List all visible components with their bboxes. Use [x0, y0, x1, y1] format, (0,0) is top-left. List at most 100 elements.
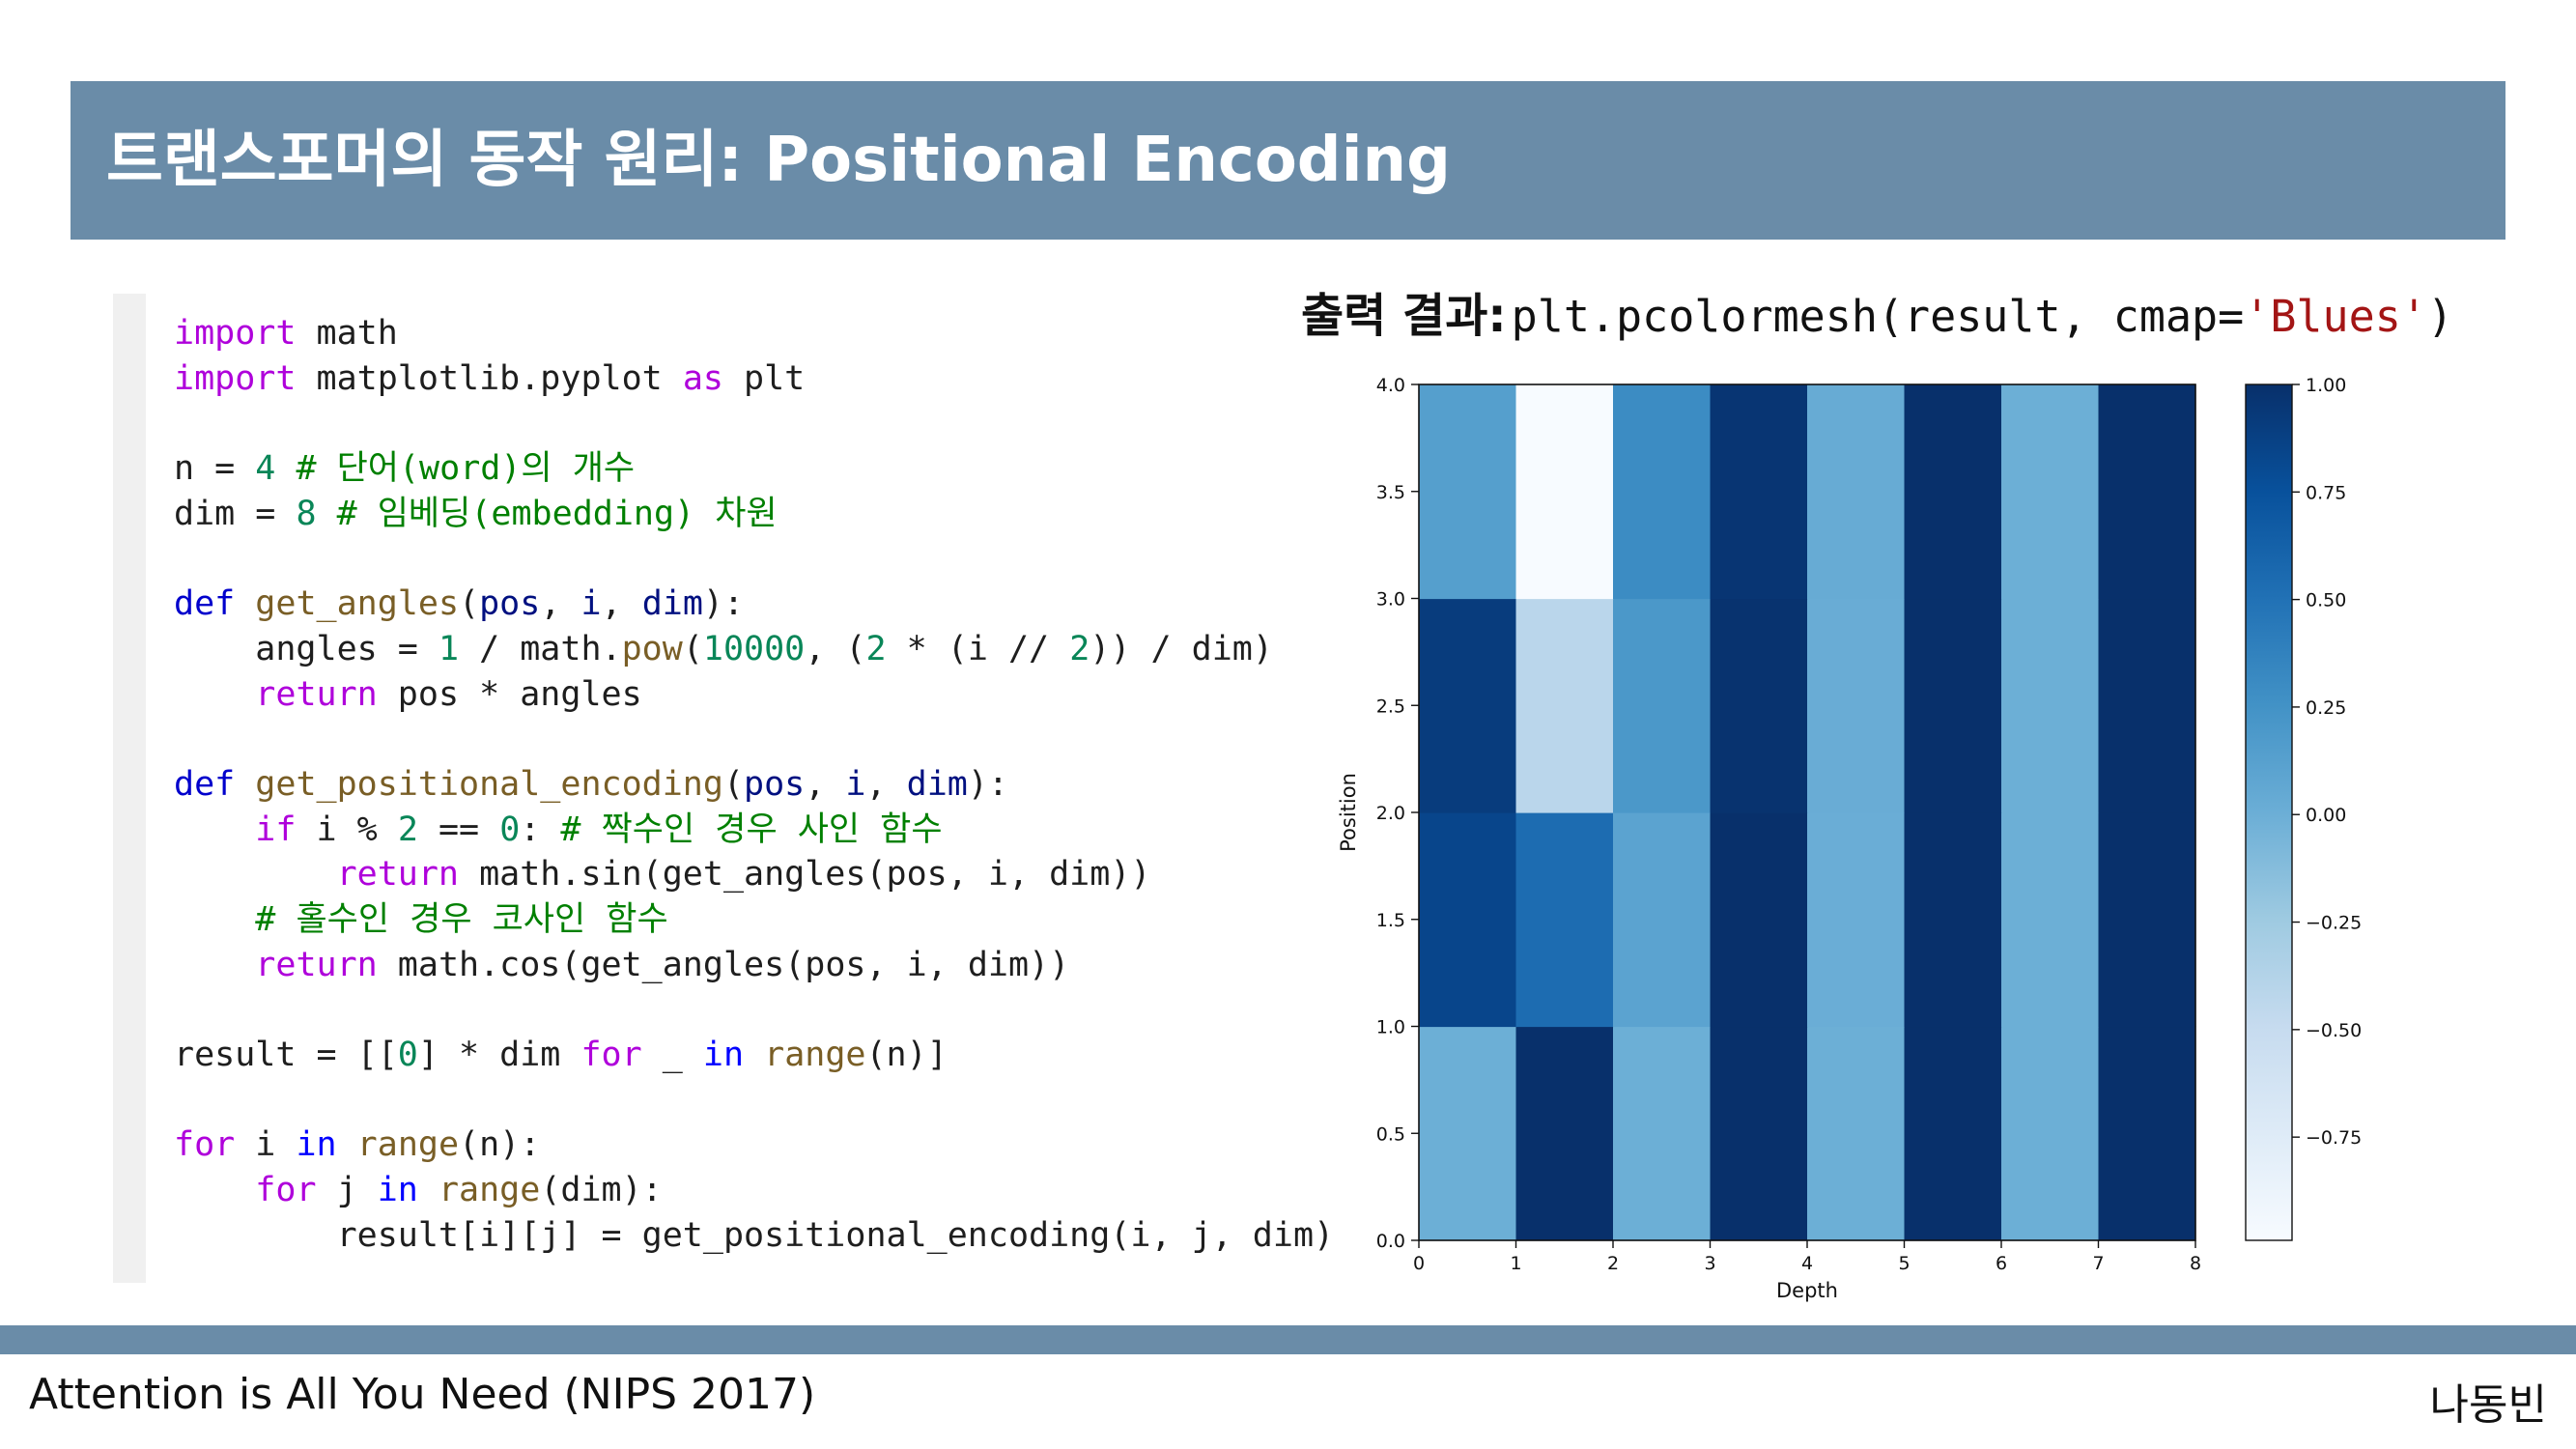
y-tick-label: 0.0: [1376, 1231, 1405, 1252]
x-tick-label: 1: [1510, 1253, 1521, 1274]
heatmap-cell: [2001, 598, 2100, 813]
y-tick-label: 3.5: [1376, 482, 1405, 503]
code-line: if i % 2 == 0: # 짝수인 경우 사인 함수: [174, 808, 1334, 853]
code-token: ==: [417, 810, 500, 849]
slide-title: 트랜스포머의 동작 원리: Positional Encoding: [106, 125, 1451, 196]
code-token-fn: get_angles: [255, 584, 460, 624]
code-token: :: [520, 810, 561, 849]
code-token: result = [[: [174, 1036, 398, 1074]
code-block-accent-bar: [113, 294, 146, 1283]
code-token-op: in: [702, 1036, 745, 1074]
code-token: ] * dim: [417, 1036, 581, 1074]
code-token-cmt: # 홀수인 경우 코사인 함수: [255, 899, 668, 939]
heatmap-cell: [1419, 384, 1517, 600]
code-token: ,: [805, 764, 846, 804]
heatmap-cell: [2098, 812, 2196, 1028]
heatmap-cell: [2001, 1026, 2100, 1241]
code-token-param: i: [580, 584, 602, 624]
heatmap-cell: [1807, 1026, 1906, 1241]
code-token-fn: range: [764, 1036, 866, 1074]
code-token: math: [296, 314, 398, 353]
heatmap-cell: [1419, 1026, 1517, 1241]
code-line: import math: [174, 311, 1334, 356]
code-token: math.cos(get_angles(pos, i, dim)): [377, 945, 1070, 984]
heatmap-cell: [2098, 1026, 2196, 1241]
code-token: [744, 1036, 764, 1074]
colorbar-tick-label: 0.50: [2306, 590, 2346, 611]
code-line: def get_angles(pos, i, dim):: [174, 582, 1334, 627]
footer-citation: Attention is All You Need (NIPS 2017): [29, 1370, 816, 1419]
x-tick-label: 6: [1996, 1253, 2007, 1274]
heatmap-cell: [1515, 1026, 1614, 1241]
code-token-num: 0: [499, 810, 521, 849]
code-token: i %: [296, 810, 398, 849]
code-token: angles =: [174, 629, 439, 668]
colorbar-tick-label: 0.00: [2306, 805, 2346, 826]
code-token: n =: [174, 449, 256, 489]
code-token: (dim):: [540, 1171, 663, 1210]
code-token-fn: range: [438, 1171, 541, 1210]
heatmap-cell: [2098, 384, 2196, 600]
code-line: import matplotlib.pyplot as plt: [174, 356, 1334, 402]
code-token-cmt: # 임베딩(embedding) 차원: [316, 494, 778, 533]
heatmap-chart: 0 1 2 3 4 5 6 7 8 0.0 0.5 1.0 1.5 2.0 2.5 3.0 3.5 4.0 Dept…: [1337, 375, 2362, 1302]
code-token: (: [682, 629, 703, 668]
code-token: (: [459, 584, 480, 624]
code-token: math.sin(get_angles(pos, i, dim)): [459, 855, 1151, 895]
y-tick-label: 4.0: [1376, 375, 1405, 396]
code-line: def get_positional_encoding(pos, i, dim)…: [174, 762, 1334, 808]
code-line: [174, 717, 1334, 762]
colorbar-tick-label: −0.25: [2306, 913, 2362, 934]
footer-bar: [0, 1325, 2576, 1354]
x-tick-label: 3: [1704, 1253, 1715, 1274]
output-heading-label: 출력 결과:: [1301, 289, 1507, 343]
code-line: return math.sin(get_angles(pos, i, dim)): [174, 852, 1334, 897]
x-tick-label: 5: [1898, 1253, 1910, 1274]
heatmap-cell: [1904, 812, 2002, 1028]
code-token: [174, 855, 337, 894]
y-axis-title: Position: [1337, 773, 1360, 852]
code-token-cmt: # 단어(word)의 개수: [275, 449, 636, 489]
x-axis-title: Depth: [1776, 1279, 1838, 1302]
code-token: [174, 810, 255, 849]
output-heading-cmap-string: 'Blues': [2244, 291, 2427, 342]
code-token-num: 2: [397, 810, 418, 849]
code-token: j: [316, 1171, 378, 1210]
code-token: result[i][j] = get_positional_encoding(i…: [174, 1215, 1335, 1255]
code-token: ):: [702, 584, 745, 624]
colorbar: [2245, 384, 2293, 1241]
heatmap-cell: [1904, 598, 2002, 813]
output-heading: 출력 결과: plt.pcolormesh(result, cmap='Blue…: [1301, 282, 2453, 350]
code-line: for j in range(dim):: [174, 1168, 1334, 1213]
heatmap-cell: [1807, 384, 1906, 600]
code-line: # 홀수인 경우 코사인 함수: [174, 897, 1334, 943]
code-token: [235, 584, 255, 623]
code-token: [174, 675, 255, 714]
title-bar: 트랜스포머의 동작 원리: Positional Encoding: [71, 81, 2505, 240]
heatmap-cell: [1419, 598, 1517, 813]
heatmap-cell: [1613, 598, 1712, 813]
x-tick-label: 2: [1607, 1253, 1619, 1274]
heatmap-cell: [1904, 1026, 2002, 1241]
code-token: [174, 900, 255, 939]
colorbar-tick-label: 0.25: [2306, 697, 2346, 719]
heatmap-cell: [2098, 598, 2196, 813]
code-block: import math import matplotlib.pyplot as p…: [174, 311, 1334, 1258]
code-token-param: pos: [744, 764, 806, 804]
code-token-kw: import: [174, 358, 297, 398]
y-tick-label: 0.5: [1376, 1123, 1405, 1145]
heatmap-cell: [1807, 812, 1906, 1028]
code-token-kw: for: [580, 1036, 642, 1074]
code-token: )) / dim): [1090, 629, 1273, 668]
code-line: return math.cos(get_angles(pos, i, dim)): [174, 943, 1334, 988]
code-line: [174, 1078, 1334, 1123]
code-token-op: in: [296, 1125, 337, 1165]
code-token-cmt: # 짝수인 경우 사인 함수: [560, 810, 943, 849]
heatmap-cell: [1515, 812, 1614, 1028]
code-token-kw: as: [682, 358, 723, 398]
code-token: ,: [865, 764, 907, 804]
heatmap-cell: [1807, 598, 1906, 813]
code-line: dim = 8 # 임베딩(embedding) 차원: [174, 492, 1334, 537]
y-tick-label: 1.0: [1376, 1017, 1405, 1038]
code-token-kw: if: [255, 810, 297, 849]
